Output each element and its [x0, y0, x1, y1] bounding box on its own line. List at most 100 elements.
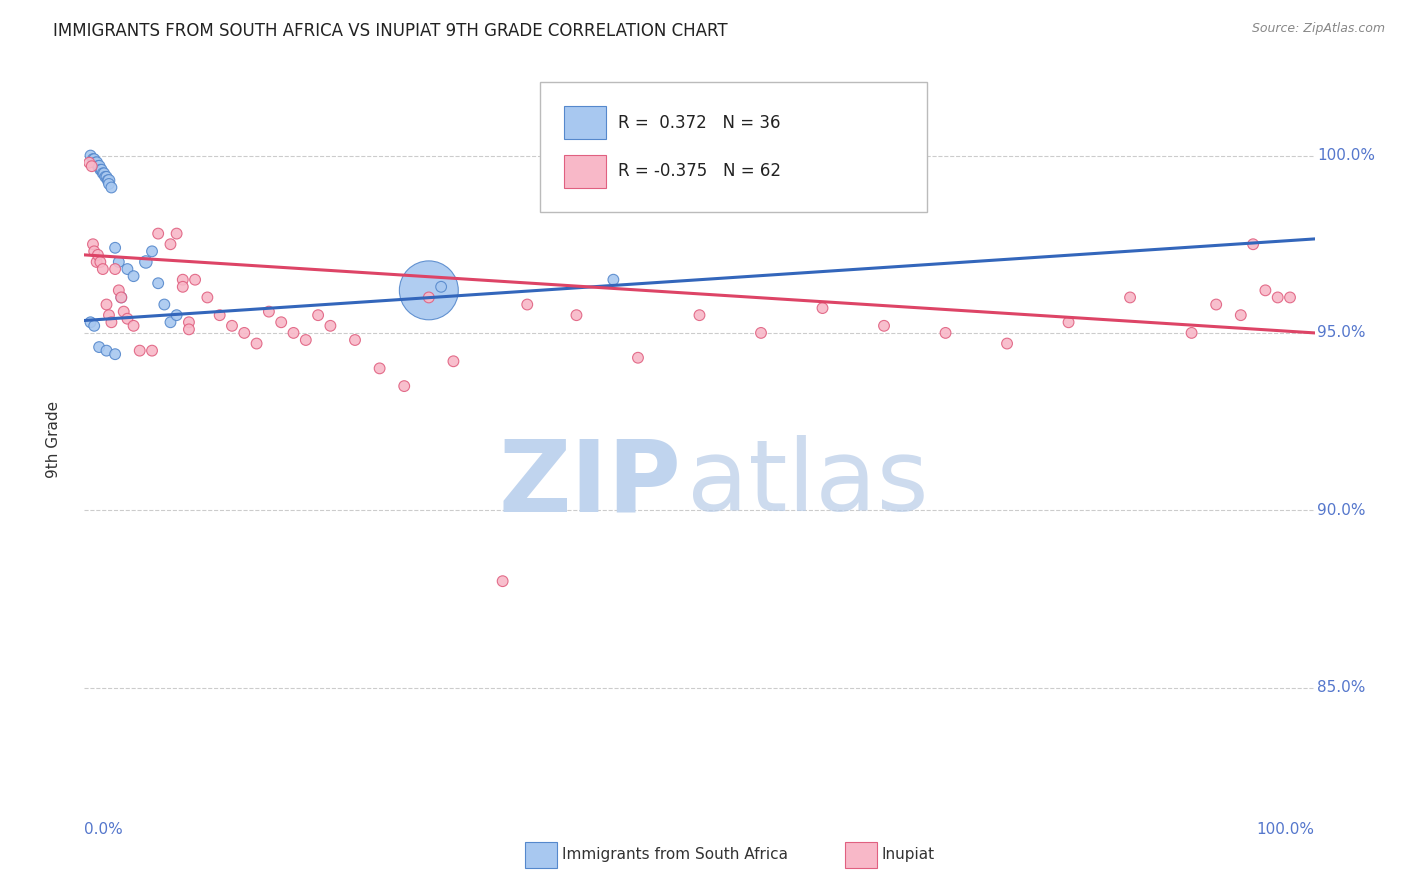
Point — [172, 280, 194, 294]
Text: 100.0%: 100.0% — [1257, 822, 1315, 838]
Point — [1241, 237, 1264, 252]
Text: ZIP: ZIP — [498, 435, 681, 533]
Point — [100, 180, 122, 194]
Point — [177, 322, 200, 336]
Text: 95.0%: 95.0% — [1317, 326, 1365, 341]
Point — [91, 166, 114, 180]
Point — [1254, 284, 1277, 298]
Point — [749, 326, 772, 340]
Point — [104, 241, 127, 255]
Point — [96, 343, 118, 358]
Point — [87, 248, 110, 262]
Point — [283, 326, 305, 340]
Text: 100.0%: 100.0% — [1317, 148, 1375, 163]
Point — [94, 169, 117, 184]
Point — [80, 159, 103, 173]
Point — [98, 177, 120, 191]
Point — [394, 379, 416, 393]
Point — [82, 152, 104, 166]
Point — [108, 255, 131, 269]
Point — [110, 290, 132, 304]
Point — [93, 166, 115, 180]
FancyBboxPatch shape — [845, 842, 877, 868]
Point — [84, 155, 107, 169]
Point — [873, 318, 896, 333]
Point — [117, 311, 139, 326]
Point — [1267, 290, 1289, 304]
Point — [246, 336, 269, 351]
FancyBboxPatch shape — [540, 82, 927, 212]
Text: 90.0%: 90.0% — [1317, 503, 1365, 517]
Point — [995, 336, 1018, 351]
Point — [565, 308, 588, 322]
Point — [257, 304, 280, 318]
Point — [153, 297, 176, 311]
Point — [98, 308, 120, 322]
Text: 85.0%: 85.0% — [1317, 680, 1365, 695]
Point — [128, 343, 150, 358]
Point — [87, 159, 110, 173]
Point — [104, 262, 127, 277]
Point — [86, 155, 108, 169]
Point — [1119, 290, 1142, 304]
Point — [83, 244, 105, 259]
Text: atlas: atlas — [688, 435, 929, 533]
Point — [117, 262, 139, 277]
Point — [79, 148, 101, 162]
Point — [82, 237, 104, 252]
Point — [141, 343, 163, 358]
Point — [89, 255, 111, 269]
Point — [811, 301, 834, 315]
Point — [307, 308, 329, 322]
Point — [86, 255, 108, 269]
Text: R =  0.372   N = 36: R = 0.372 N = 36 — [619, 114, 780, 132]
Text: Source: ZipAtlas.com: Source: ZipAtlas.com — [1251, 22, 1385, 36]
Point — [177, 315, 200, 329]
Point — [172, 273, 194, 287]
Point — [104, 347, 127, 361]
Point — [100, 315, 122, 329]
Point — [87, 340, 111, 354]
Point — [492, 574, 515, 589]
Point — [208, 308, 231, 322]
Point — [418, 290, 440, 304]
Point — [79, 155, 101, 169]
Point — [935, 326, 957, 340]
Point — [418, 284, 440, 298]
Point — [110, 290, 132, 304]
Point — [159, 237, 181, 252]
Point — [602, 273, 624, 287]
Point — [1279, 290, 1302, 304]
Point — [430, 280, 453, 294]
Text: 9th Grade: 9th Grade — [46, 401, 60, 478]
Text: Inupiat: Inupiat — [882, 847, 935, 862]
Point — [108, 284, 131, 298]
Point — [319, 318, 342, 333]
Point — [90, 162, 112, 177]
Point — [122, 318, 145, 333]
Point — [233, 326, 256, 340]
Point — [122, 269, 145, 284]
Point — [1205, 297, 1227, 311]
Point — [87, 159, 111, 173]
Text: 0.0%: 0.0% — [84, 822, 124, 838]
Point — [184, 273, 207, 287]
Point — [166, 308, 188, 322]
Point — [221, 318, 243, 333]
Point — [166, 227, 188, 241]
Point — [83, 152, 105, 166]
FancyBboxPatch shape — [564, 106, 606, 139]
Point — [295, 333, 318, 347]
Point — [79, 315, 101, 329]
Point — [443, 354, 465, 368]
Text: R = -0.375   N = 62: R = -0.375 N = 62 — [619, 162, 782, 180]
Point — [270, 315, 292, 329]
Point — [141, 244, 163, 259]
Point — [627, 351, 650, 365]
Point — [1057, 315, 1080, 329]
Text: IMMIGRANTS FROM SOUTH AFRICA VS INUPIAT 9TH GRADE CORRELATION CHART: IMMIGRANTS FROM SOUTH AFRICA VS INUPIAT … — [53, 22, 728, 40]
Point — [159, 315, 181, 329]
Point — [96, 297, 118, 311]
Point — [1181, 326, 1204, 340]
Point — [89, 162, 111, 177]
